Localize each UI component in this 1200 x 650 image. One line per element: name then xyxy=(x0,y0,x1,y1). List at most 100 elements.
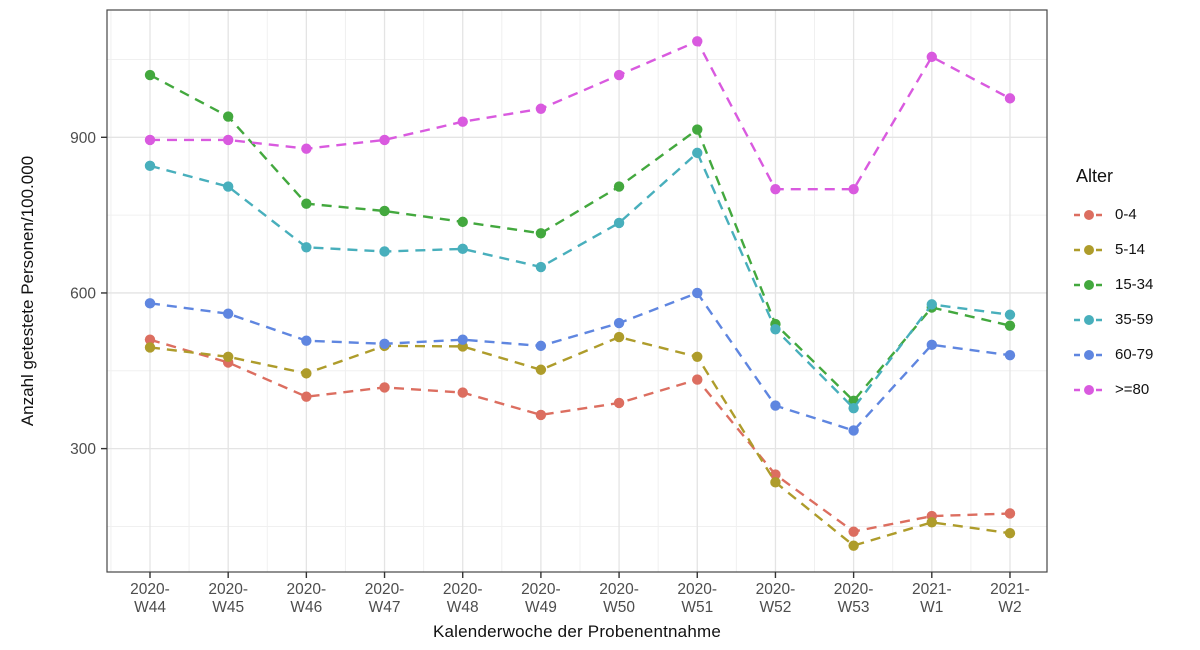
data-point-5-14-2020-W49 xyxy=(535,364,547,375)
data-point-35-59-2020-W49 xyxy=(535,261,547,273)
legend-label: 15-34 xyxy=(1115,276,1154,293)
series-line-0-4 xyxy=(149,338,1011,533)
data-point-35-59-2020-W50 xyxy=(613,217,625,229)
data-point-0-4-2021-W2 xyxy=(1004,508,1016,519)
data-point-15-34-2020-W46 xyxy=(301,198,312,209)
x-tick-label-line2: W52 xyxy=(760,599,792,616)
series-line-5-14 xyxy=(149,335,1011,547)
legend-item-60-79: 60-79 xyxy=(1074,337,1196,372)
data-point-60-79-2020-W46 xyxy=(301,335,312,346)
data-point-0-4-2020-W51 xyxy=(692,374,703,385)
data-point-5-14-2020-W53 xyxy=(848,540,859,551)
data-point-35-59-2020-W47 xyxy=(379,246,390,257)
data-point->=80-2020-W53 xyxy=(848,183,859,195)
x-tick-label-line1: 2020- xyxy=(130,581,170,598)
x-tick-label-line2: W2 xyxy=(998,599,1021,616)
panel-border xyxy=(106,9,1048,573)
x-tick-label-line2: W53 xyxy=(838,599,870,616)
data-point->=80-2020-W44 xyxy=(144,134,156,146)
legend-item-35-59: 35-59 xyxy=(1074,302,1196,337)
series-line->=80 xyxy=(150,39,1011,191)
data-point->=80-2020-W48 xyxy=(457,116,468,127)
legend-key-icon xyxy=(1074,244,1104,255)
y-tick-label: 900 xyxy=(70,130,96,147)
data-point-60-79-2020-W44 xyxy=(144,298,156,309)
x-tick-label-line1: 2021- xyxy=(990,581,1030,598)
data-point-15-34-2020-W47 xyxy=(379,205,390,217)
data-point-5-14-2021-W1 xyxy=(926,517,937,528)
x-tick-label-line2: W44 xyxy=(134,599,166,616)
x-tick-label-line1: 2020- xyxy=(834,581,874,598)
data-point-5-14-2020-W44 xyxy=(144,342,156,353)
data-point-60-79-2020-W48 xyxy=(457,334,468,345)
x-tick-label-line2: W47 xyxy=(369,599,401,616)
x-tick-label-line1: 2020- xyxy=(208,581,248,598)
data-point-15-34-2020-W44 xyxy=(144,69,156,81)
data-point-5-14-2020-W50 xyxy=(613,331,625,343)
x-tick-label-line1: 2020- xyxy=(677,581,717,598)
data-point-35-59-2020-W44 xyxy=(144,160,156,172)
legend-item-0-4: 0-4 xyxy=(1074,197,1196,232)
data-point-5-14-2020-W46 xyxy=(301,368,312,379)
data-point-0-4-2020-W48 xyxy=(457,387,468,398)
data-point-15-34-2021-W2 xyxy=(1004,320,1016,331)
data-point-15-34-2020-W51 xyxy=(692,124,703,135)
data-point-0-4-2020-W47 xyxy=(379,382,390,393)
legend-label: 60-79 xyxy=(1115,346,1154,363)
data-point->=80-2020-W46 xyxy=(301,143,312,154)
data-point-35-59-2020-W46 xyxy=(301,242,312,253)
data-point-60-79-2020-W53 xyxy=(848,425,859,436)
series-line-15-34 xyxy=(149,73,1011,403)
data-point-0-4-2020-W52 xyxy=(770,469,781,480)
data-point-0-4-2020-W46 xyxy=(301,391,312,402)
data-point->=80-2020-W45 xyxy=(222,134,234,146)
data-point->=80-2020-W52 xyxy=(770,183,781,195)
data-point-15-34-2020-W49 xyxy=(535,228,547,239)
x-tick-label-line2: W50 xyxy=(603,599,635,616)
data-point->=80-2020-W47 xyxy=(379,134,390,146)
data-point-5-14-2020-W52 xyxy=(770,477,781,488)
legend-items: 0-4 5-14 15-34 35-59 60-79 >=80 xyxy=(1074,197,1196,407)
series-line-35-59 xyxy=(149,150,1011,410)
x-tick-label-line2: W1 xyxy=(920,599,943,616)
data-point-0-4-2020-W53 xyxy=(848,526,859,537)
data-point-60-79-2020-W49 xyxy=(535,340,547,352)
legend-key-icon xyxy=(1074,209,1104,220)
data-point-35-59-2021-W1 xyxy=(926,299,937,310)
data-point->=80-2020-W49 xyxy=(535,103,547,114)
legend-key-icon xyxy=(1074,279,1104,290)
x-tick-label-line1: 2020- xyxy=(443,581,483,598)
y-tick-label: 300 xyxy=(70,441,96,458)
data-point-60-79-2020-W50 xyxy=(613,317,625,329)
legend-label: 5-14 xyxy=(1115,241,1146,258)
data-point-60-79-2020-W45 xyxy=(222,308,234,319)
x-tick-label-line2: W45 xyxy=(212,599,244,616)
data-point->=80-2021-W2 xyxy=(1004,93,1016,104)
x-axis-title: Kalenderwoche der Probenentnahme xyxy=(432,622,722,641)
data-point->=80-2021-W1 xyxy=(926,51,937,63)
series-line-60-79 xyxy=(149,291,1011,432)
data-point-15-34-2020-W48 xyxy=(457,216,468,228)
data-point-60-79-2020-W47 xyxy=(379,338,390,350)
legend-key-icon xyxy=(1074,349,1104,360)
data-point-60-79-2021-W1 xyxy=(926,339,937,351)
data-point-35-59-2020-W53 xyxy=(848,402,859,414)
x-tick-label-line1: 2021- xyxy=(912,581,952,598)
y-tick-label: 600 xyxy=(70,285,96,302)
x-tick-label-line1: 2020- xyxy=(599,581,639,598)
data-point-35-59-2020-W48 xyxy=(457,243,468,255)
legend-item-5-14: 5-14 xyxy=(1074,232,1196,267)
data-point-5-14-2020-W45 xyxy=(222,351,234,362)
data-point->=80-2020-W51 xyxy=(692,36,703,47)
x-tick-label-line2: W46 xyxy=(290,599,322,616)
data-point-0-4-2020-W49 xyxy=(535,409,547,421)
legend-key-icon xyxy=(1074,314,1104,325)
legend-label: 0-4 xyxy=(1115,206,1137,223)
data-point-15-34-2020-W50 xyxy=(613,181,625,192)
data-point-5-14-2020-W51 xyxy=(692,351,703,362)
panel-background xyxy=(107,10,1047,572)
data-point-35-59-2020-W51 xyxy=(692,147,703,159)
data-point-60-79-2020-W52 xyxy=(770,400,781,411)
